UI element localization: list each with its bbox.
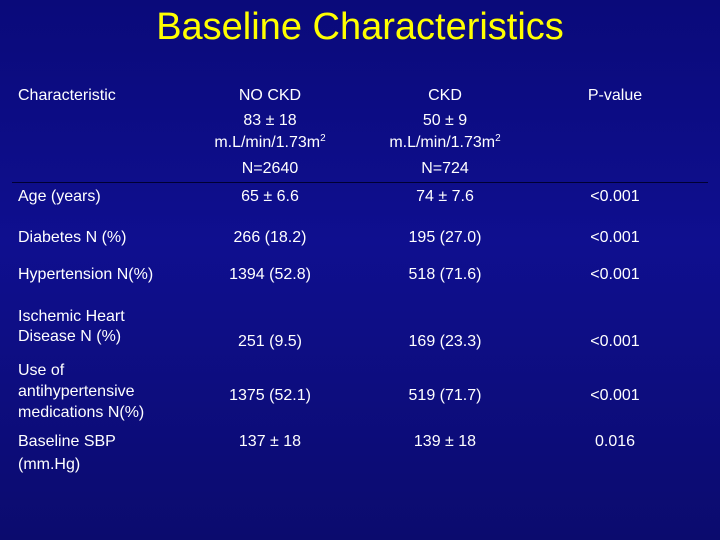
row-ckd-value: 195 (27.0): [408, 229, 482, 246]
row-label: Diabetes N (%): [18, 229, 127, 246]
row-pvalue: <0.001: [590, 188, 640, 205]
row-ckd-value: 519 (71.7): [408, 387, 482, 404]
page-title: Baseline Characteristics: [156, 6, 564, 48]
row-no-ckd-value: 137 ± 18: [238, 433, 302, 450]
row-no-ckd-value: 65 ± 6.6: [241, 188, 299, 205]
row-label: Hypertension N(%): [18, 266, 154, 283]
row-label: Use of: [18, 362, 65, 379]
row-pvalue: 0.016: [594, 433, 636, 450]
header-no-ckd-unit: m.L/min/1.73m2: [214, 133, 326, 152]
header-no-ckd-gfr: 83 ± 18: [243, 112, 297, 129]
header-ckd: CKD: [428, 87, 462, 104]
row-label: Disease N (%): [18, 328, 122, 345]
row-pvalue: <0.001: [590, 387, 640, 404]
row-label: antihypertensive: [18, 383, 135, 400]
row-ckd-value: 518 (71.6): [408, 266, 482, 283]
row-label: Age (years): [18, 188, 101, 205]
row-label: (mm.Hg): [18, 456, 81, 473]
row-ckd-value: 169 (23.3): [408, 333, 482, 350]
header-characteristic: Characteristic: [18, 87, 116, 104]
header-no-ckd: NO CKD: [238, 87, 302, 104]
row-no-ckd-value: 1375 (52.1): [229, 387, 311, 404]
header-ckd-n: N=724: [421, 160, 469, 177]
row-label: Baseline SBP: [18, 433, 116, 450]
row-ckd-value: 139 ± 18: [413, 433, 477, 450]
header-ckd-unit: m.L/min/1.73m2: [389, 133, 501, 152]
row-pvalue: <0.001: [590, 229, 640, 246]
row-pvalue: <0.001: [590, 333, 640, 350]
row-label: Ischemic Heart: [18, 308, 125, 325]
row-no-ckd-value: 251 (9.5): [237, 333, 303, 350]
header-no-ckd-n: N=2640: [241, 160, 299, 177]
row-pvalue: <0.001: [590, 266, 640, 283]
row-label: medications N(%): [18, 404, 145, 421]
header-divider: [12, 182, 708, 183]
row-no-ckd-value: 266 (18.2): [233, 229, 307, 246]
header-pvalue: P-value: [587, 87, 643, 104]
row-no-ckd-value: 1394 (52.8): [229, 266, 311, 283]
row-ckd-value: 74 ± 7.6: [416, 188, 474, 205]
header-ckd-gfr: 50 ± 9: [422, 112, 468, 129]
